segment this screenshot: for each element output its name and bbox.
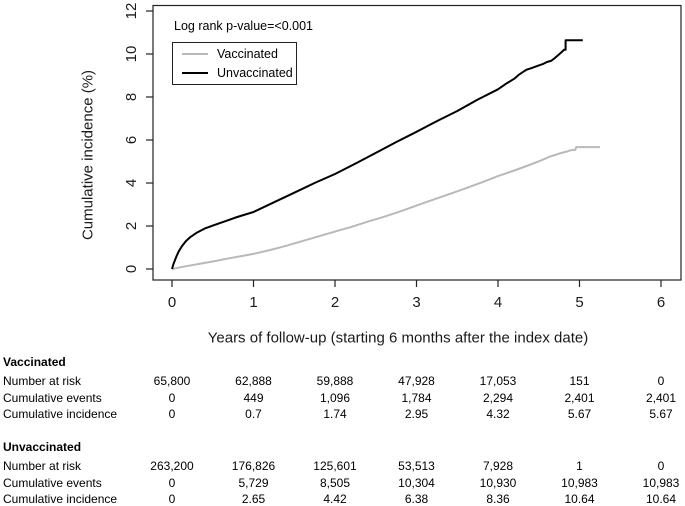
table-cell: 0	[657, 374, 665, 388]
table-cell: 1,096	[319, 391, 351, 405]
table-cell: 5.67	[649, 407, 673, 421]
table-cell: 0	[657, 459, 665, 473]
y-tick-label: 2	[123, 222, 140, 230]
unvaccinated-line-swatch	[182, 72, 208, 74]
table-cell: 4.32	[486, 407, 510, 421]
table-cell: 59,888	[316, 374, 354, 388]
survival-curves	[171, 39, 600, 270]
x-tick-label: 2	[331, 294, 339, 311]
table-section-header-unvaccinated: Unvaccinated	[3, 440, 82, 454]
y-tick-label: 10	[123, 46, 140, 63]
table-cell: 2.95	[404, 407, 429, 421]
x-tick-label: 6	[657, 294, 665, 311]
table-cell: 5.67	[567, 407, 592, 421]
x-tick-label: 1	[249, 294, 257, 311]
table-cell: 10.64	[645, 492, 677, 506]
log-rank-pvalue-label: Log rank p-value=<0.001	[174, 19, 313, 33]
x-axis-title: Years of follow-up (starting 6 months af…	[207, 329, 589, 347]
table-cell: 2.65	[241, 492, 266, 506]
table-cell: 0	[168, 476, 176, 490]
table-cell: 0.7	[245, 407, 262, 421]
legend-label-vaccinated: Vaccinated	[217, 47, 278, 61]
table-cell: 10,983	[561, 476, 598, 490]
table-cell: 6.38	[404, 492, 429, 506]
table-row-label: Cumulative incidence	[3, 407, 118, 421]
vaccinated-line-swatch	[182, 53, 208, 55]
table-row-label: Cumulative events	[3, 476, 102, 490]
table-cell: 2,401	[645, 391, 677, 405]
table-cell: 449	[243, 391, 264, 405]
table-cell: 263,200	[150, 459, 194, 473]
legend-entry-vaccinated: Vaccinated	[173, 46, 296, 62]
table-row-label: Cumulative events	[3, 391, 102, 405]
table-row-label: Cumulative incidence	[3, 492, 118, 506]
legend-entry-unvaccinated: Unvaccinated	[173, 65, 296, 81]
table-cell: 10,983	[642, 476, 680, 490]
table-cell: 0	[168, 492, 176, 506]
table-cell: 10,930	[479, 476, 517, 490]
x-tick-label: 4	[494, 294, 502, 311]
table-cell: 1,784	[401, 391, 432, 405]
table-cell: 10.64	[564, 492, 595, 506]
y-tick-label: 6	[123, 136, 140, 144]
table-cell: 62,888	[235, 374, 272, 388]
x-tick-label: 5	[575, 294, 583, 311]
y-tick-label: 8	[123, 93, 140, 101]
y-tick-label: 4	[123, 179, 140, 187]
table-section-header-vaccinated: Vaccinated	[3, 355, 66, 369]
table-cell: 4.42	[323, 492, 347, 506]
table-cell: 151	[569, 374, 590, 388]
y-tick-label: 12	[123, 3, 140, 20]
table-cell: 0	[168, 391, 176, 405]
legend-label-unvaccinated: Unvaccinated	[217, 66, 293, 80]
table-cell: 8,505	[319, 476, 351, 490]
table-cell: 8.36	[486, 492, 510, 506]
table-cell: 7,928	[482, 459, 514, 473]
table-cell: 0	[168, 407, 176, 421]
table-cell: 5,729	[238, 476, 269, 490]
table-cell: 10,304	[398, 476, 435, 490]
table-row-label: Number at risk	[3, 374, 82, 388]
table-cell: 176,826	[231, 459, 276, 473]
vaccinated-curve	[171, 146, 600, 270]
legend: Vaccinated Unvaccinated	[172, 42, 297, 85]
y-tick-label: 0	[123, 265, 140, 273]
table-cell: 1.74	[323, 407, 347, 421]
table-cell: 2,401	[564, 391, 595, 405]
table-cell: 47,928	[398, 374, 435, 388]
table-row-label: Number at risk	[3, 459, 82, 473]
unvaccinated-curve	[171, 39, 583, 270]
x-tick-label: 3	[412, 294, 420, 311]
table-cell: 65,800	[153, 374, 191, 388]
table-cell: 17,053	[479, 374, 517, 388]
table-cell: 53,513	[398, 459, 435, 473]
table-cell: 2,294	[482, 391, 514, 405]
table-cell: 125,601	[313, 459, 357, 473]
table-cell: 1	[576, 459, 583, 473]
x-tick-label: 0	[168, 294, 176, 311]
axis-ticks	[146, 10, 662, 287]
